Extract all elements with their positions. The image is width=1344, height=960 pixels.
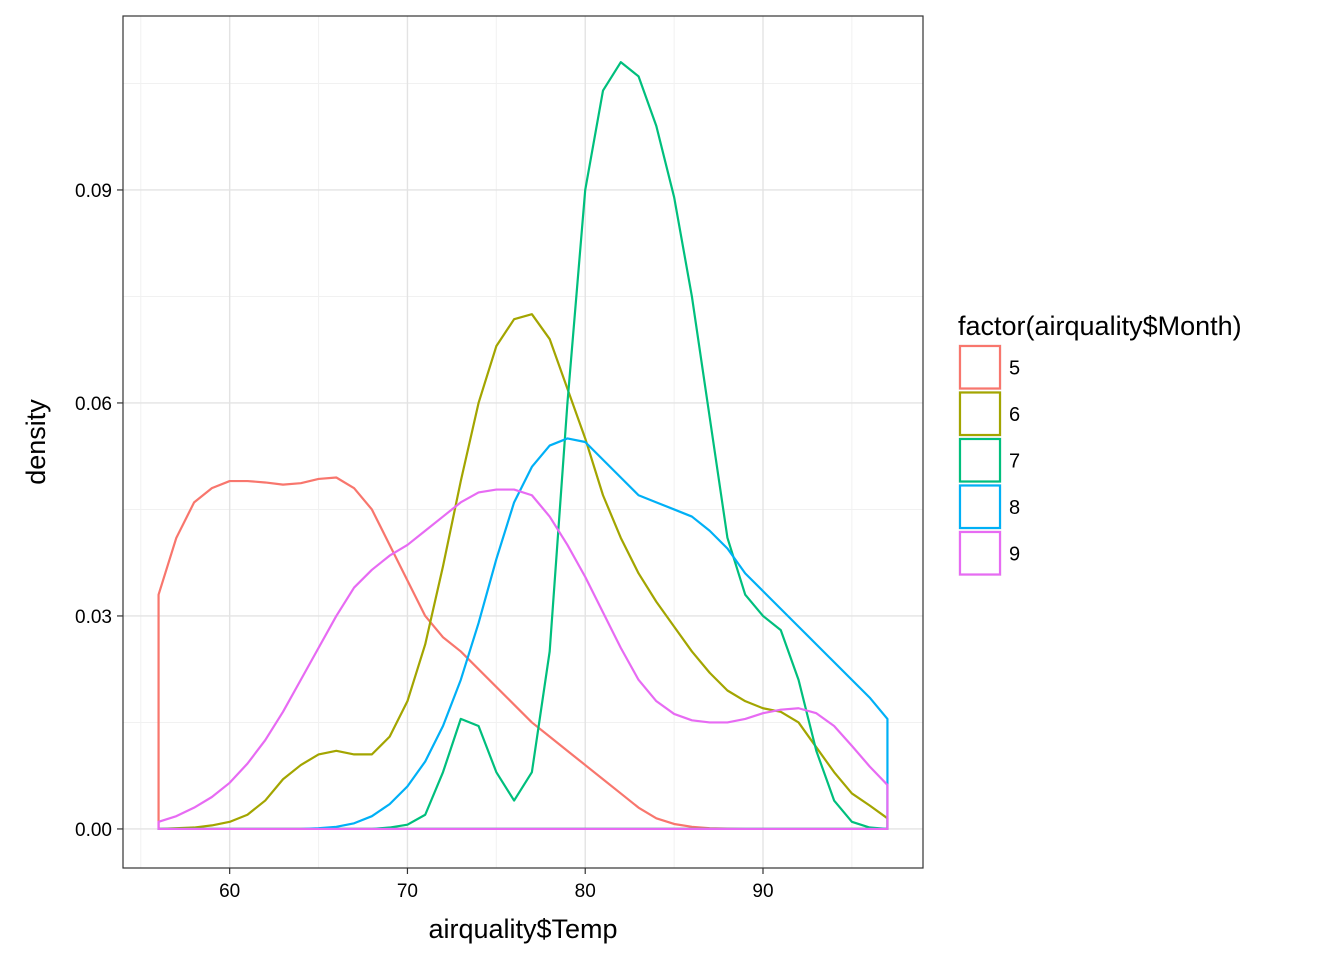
minor-grid [123,16,923,868]
panel-background [123,16,923,868]
legend: factor(airquality$Month) 5 6 7 8 9 [957,311,1242,577]
x-axis: 60 70 80 90 [219,868,774,902]
legend-label-7: 7 [1009,450,1020,472]
panel-border [122,15,924,869]
x-tick-label: 70 [397,881,418,902]
series-6-line [157,313,889,831]
legend-key-5 [958,344,1002,390]
x-tick-label: 90 [752,881,773,902]
legend-label-9: 9 [1009,543,1020,565]
legend-key-7 [958,437,1002,483]
x-axis-title: airquality$Temp [428,914,617,944]
legend-key-8 [958,484,1002,530]
y-tick-label: 0.03 [75,607,112,628]
y-axis-title: density [21,399,51,485]
x-tick-label: 60 [219,881,240,902]
y-tick-label: 0.09 [75,181,112,202]
legend-label-8: 8 [1009,497,1020,519]
y-axis: 0.00 0.03 0.06 0.09 [75,181,123,841]
y-tick-label: 0.06 [75,394,112,415]
legend-key-6 [958,391,1002,437]
legend-key-9 [958,530,1002,576]
legend-title: factor(airquality$Month) [958,311,1242,341]
y-tick-label: 0.00 [75,820,112,841]
legend-label-6: 6 [1009,404,1020,426]
series-lines [157,61,889,831]
x-tick-label: 80 [575,881,596,902]
series-9-line [157,488,889,831]
legend-label-5: 5 [1009,357,1020,379]
